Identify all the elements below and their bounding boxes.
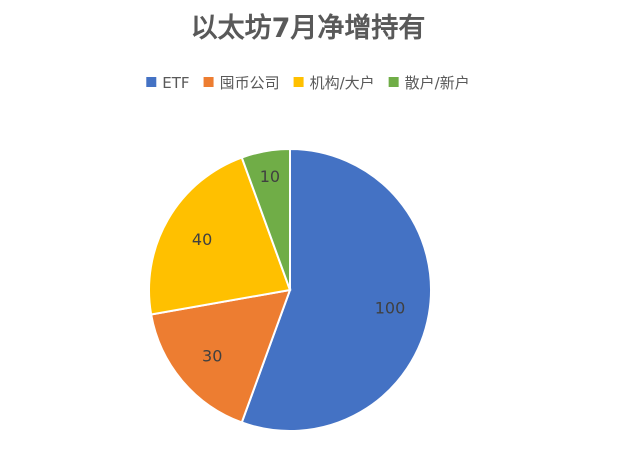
- legend: ETF 囤币公司 机构/大户 散户/新户: [146, 74, 470, 92]
- legend-label: 散户/新户: [405, 74, 470, 92]
- data-labels: 100 30 40 10: [192, 167, 405, 365]
- pie-slice-1: [240, 147, 432, 432]
- legend-item-4: 散户/新户: [388, 74, 470, 92]
- legend-swatch: [293, 77, 304, 87]
- legend-label: ETF: [162, 74, 189, 92]
- data-label-4: 10: [260, 167, 280, 186]
- data-label-2: 30: [202, 346, 222, 365]
- legend-swatch: [388, 77, 399, 87]
- pie-slices: [148, 147, 432, 432]
- pie-slice-3: [148, 156, 292, 316]
- data-label-1: 100: [375, 299, 406, 318]
- pie-slice-4: [240, 147, 291, 291]
- legend-item-2: 囤币公司: [203, 74, 280, 92]
- legend-swatch: [203, 77, 214, 87]
- legend-swatch: [146, 77, 157, 87]
- pie-slice-2: [149, 288, 292, 424]
- legend-label: 囤币公司: [220, 74, 280, 92]
- data-label-3: 40: [192, 230, 212, 249]
- legend-item-3: 机构/大户: [293, 74, 375, 92]
- legend-item-1: ETF: [146, 74, 190, 92]
- legend-label: 机构/大户: [310, 74, 375, 92]
- chart-title: 以太坊7月净增持有: [191, 12, 426, 44]
